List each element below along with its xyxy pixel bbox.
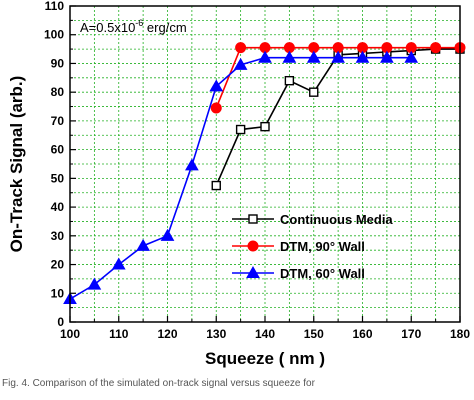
data-point	[282, 50, 297, 63]
figure-caption: Fig. 4. Comparison of the simulated on-t…	[2, 378, 315, 389]
annotation-prefix: A=0.5x10	[80, 20, 135, 35]
x-axis-title: Squeeze ( nm )	[205, 349, 325, 368]
x-tick-label: 150	[304, 327, 324, 341]
ticks: 100 110 120 130 140 150 160 170 180 0 10 20 30 40 50 60…	[44, 0, 470, 341]
y-tick-label: 110	[45, 0, 65, 13]
y-tick-label: 60	[51, 143, 65, 157]
y-tick-label: 50	[51, 171, 65, 185]
legend: Continuous Media DTM, 90° Wall DTM, 60° Wa…	[232, 212, 393, 281]
plot-background	[0, 0, 474, 378]
legend-label: DTM, 90° Wall	[280, 239, 365, 254]
legend-marker	[247, 240, 259, 252]
legend-label: Continuous Media	[280, 212, 393, 227]
data-point	[235, 124, 246, 135]
legend-marker	[248, 214, 258, 224]
y-axis-title: On-Track Signal (arb.)	[7, 76, 26, 253]
x-tick-label: 100	[60, 327, 80, 341]
y-tick-label: 10	[51, 286, 65, 300]
data-point	[404, 50, 419, 63]
x-tick-label: 140	[255, 327, 275, 341]
data-point	[306, 50, 321, 63]
x-tick-label: 160	[352, 327, 372, 341]
annotation-suffix: erg/cm	[143, 20, 186, 35]
data-point	[160, 228, 175, 241]
data-point	[111, 257, 126, 270]
data-point	[331, 50, 345, 63]
x-tick-label: 120	[157, 327, 177, 341]
data-point	[260, 121, 270, 132]
data-point	[235, 42, 247, 54]
y-tick-label: 90	[51, 56, 65, 70]
x-tick-label: 130	[206, 327, 226, 341]
y-tick-label: 20	[51, 258, 65, 272]
y-tick-label: 70	[51, 114, 65, 128]
data-point	[233, 57, 248, 70]
data-point	[211, 180, 221, 191]
data-point	[210, 102, 222, 114]
data-point	[355, 50, 370, 63]
annotation: A=0.5x10-6 erg/cm	[80, 18, 187, 35]
y-tick-label: 0	[57, 315, 64, 329]
y-tick-label: 100	[44, 28, 64, 42]
data-point	[209, 79, 224, 92]
legend-label: DTM, 60° Wall	[280, 266, 365, 281]
data-point	[309, 87, 319, 97]
x-tick-label: 110	[109, 327, 129, 341]
data-point	[87, 277, 102, 290]
data-point	[284, 75, 295, 86]
series-3	[63, 50, 419, 305]
data-point	[380, 50, 394, 63]
data-point	[258, 50, 272, 63]
y-tick-label: 40	[51, 200, 65, 214]
data-point	[185, 158, 199, 171]
data-point	[136, 238, 150, 251]
x-tick-label: 170	[401, 327, 421, 341]
data-point	[430, 42, 442, 54]
y-tick-label: 80	[51, 85, 65, 99]
x-tick-label: 180	[450, 327, 470, 341]
series-2	[210, 42, 466, 114]
legend-marker	[246, 265, 260, 278]
annotation-exponent: -6	[135, 18, 143, 28]
y-tick-label: 30	[51, 229, 65, 243]
chart: 100 110 120 130 140 150 160 170 180 0 10 20 30 40 50 60…	[0, 0, 474, 378]
